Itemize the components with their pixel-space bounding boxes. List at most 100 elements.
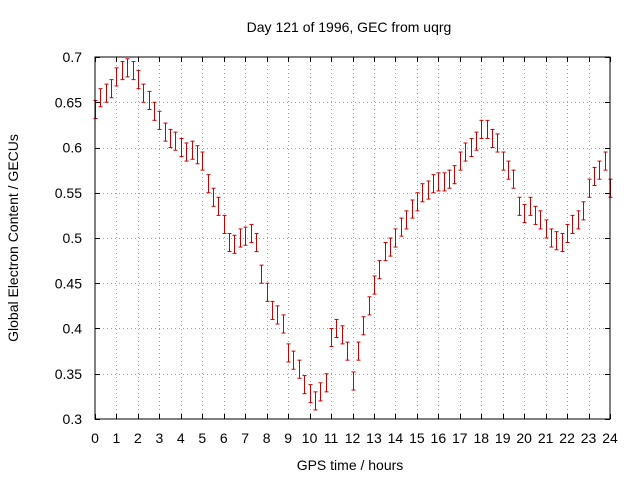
x-tick-label: 1: [113, 430, 121, 446]
x-tick-label: 15: [409, 430, 425, 446]
data-point: [329, 328, 334, 348]
chart-title: Day 121 of 1996, GEC from uqrg: [247, 19, 452, 35]
data-point: [238, 228, 243, 248]
data-point: [259, 264, 264, 284]
data-point: [452, 165, 457, 185]
data-points: [93, 58, 613, 411]
data-point: [275, 305, 280, 325]
x-tick-label: 24: [602, 430, 618, 446]
data-point: [222, 214, 227, 234]
data-point: [587, 178, 592, 198]
data-point: [361, 316, 366, 336]
data-point: [383, 242, 388, 262]
x-tick-label: 9: [284, 430, 292, 446]
data-point: [533, 205, 538, 225]
y-tick-label: 0.55: [55, 185, 82, 201]
data-point: [431, 174, 436, 194]
data-point: [495, 133, 500, 153]
data-point: [308, 384, 313, 404]
data-point: [399, 217, 404, 237]
data-point: [147, 90, 152, 110]
data-point: [291, 350, 296, 370]
data-point: [173, 131, 178, 151]
data-point: [479, 119, 484, 139]
data-point: [216, 196, 221, 216]
data-point: [243, 226, 248, 246]
data-point: [528, 196, 533, 216]
data-point: [157, 110, 162, 130]
y-tick-label: 0.4: [63, 321, 83, 337]
x-tick-label: 13: [366, 430, 382, 446]
data-point: [345, 341, 350, 361]
data-point: [313, 391, 318, 411]
x-tick-label: 19: [495, 430, 511, 446]
y-tick-label: 0.35: [55, 366, 82, 382]
y-tick-label: 0.6: [63, 140, 83, 156]
x-tick-label: 4: [177, 430, 185, 446]
x-tick-label: 16: [431, 430, 447, 446]
data-point: [195, 145, 200, 165]
data-point: [570, 214, 575, 234]
x-tick-label: 22: [559, 430, 575, 446]
x-axis-label: GPS time / hours: [297, 457, 404, 473]
data-point: [420, 183, 425, 203]
x-tick-label: 12: [345, 430, 361, 446]
data-point: [265, 282, 270, 302]
data-point: [98, 88, 103, 108]
data-point: [131, 61, 136, 81]
data-point: [522, 204, 527, 224]
data-point: [351, 371, 356, 391]
data-point: [286, 343, 291, 363]
x-tick-label: 11: [324, 430, 339, 446]
data-point: [517, 196, 522, 216]
data-point: [141, 83, 146, 103]
data-point: [538, 210, 543, 230]
x-tick-label: 20: [516, 430, 532, 446]
grid-lines: [95, 57, 610, 419]
data-point: [393, 228, 398, 248]
data-point: [447, 169, 452, 189]
x-tick-label: 6: [220, 430, 228, 446]
data-point: [367, 296, 372, 316]
data-point: [125, 58, 130, 78]
data-point: [458, 151, 463, 171]
data-point: [168, 128, 173, 148]
data-point: [565, 223, 570, 244]
data-point: [200, 151, 205, 171]
data-point: [442, 172, 447, 192]
x-tick-label: 10: [302, 430, 318, 446]
data-point: [136, 70, 141, 90]
data-point: [415, 192, 420, 212]
y-tick-label: 0.5: [63, 230, 83, 246]
data-point: [184, 142, 189, 162]
data-point: [377, 260, 382, 280]
data-point: [372, 275, 377, 295]
x-tick-label: 18: [473, 430, 489, 446]
y-axis-label: Global Electron Content / GECUs: [5, 134, 21, 342]
data-point: [474, 131, 479, 151]
data-point: [120, 61, 125, 81]
data-point: [302, 375, 307, 395]
data-point: [297, 359, 302, 379]
x-tick-label: 0: [91, 430, 99, 446]
data-point: [340, 325, 345, 345]
data-point: [554, 231, 559, 251]
data-point: [560, 232, 565, 253]
data-point: [581, 201, 586, 221]
data-point: [356, 341, 361, 361]
data-point: [179, 137, 184, 158]
data-point: [190, 140, 195, 160]
data-point: [114, 67, 119, 87]
x-tick-label: 5: [198, 430, 206, 446]
data-point: [436, 172, 441, 192]
x-tick-label: 14: [388, 430, 404, 446]
x-tick-label: 3: [155, 430, 163, 446]
x-tick-label: 23: [581, 430, 597, 446]
x-tick-label: 7: [241, 430, 249, 446]
x-tick-label: 21: [538, 430, 554, 446]
data-point: [254, 232, 259, 253]
y-tick-label: 0.7: [63, 49, 83, 65]
data-point: [388, 237, 393, 257]
x-tick-labels: 0 1 2 3 4 5 6 7 8 9 10 11 12 13 14 15 16 17 18 19 20 21 22 23 24: [91, 430, 618, 446]
